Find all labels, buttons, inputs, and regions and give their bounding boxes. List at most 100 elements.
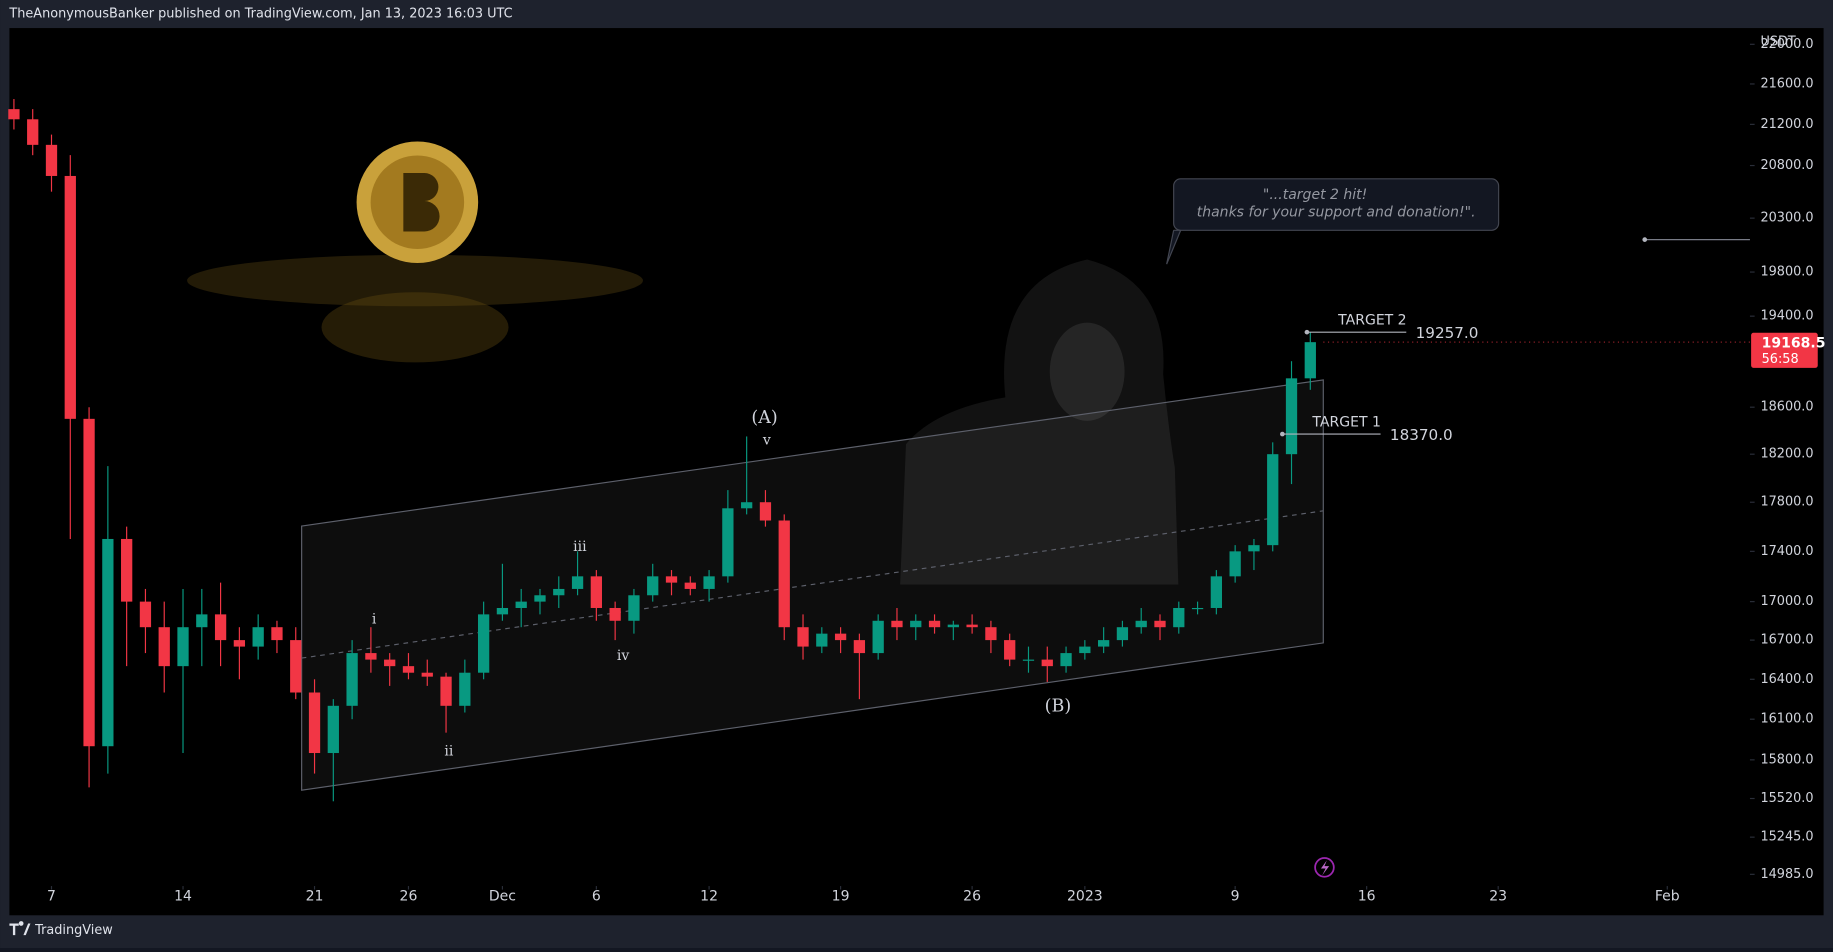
candle-body bbox=[571, 576, 584, 589]
candle-body bbox=[1004, 640, 1016, 660]
target-anchor bbox=[1280, 431, 1285, 437]
footer-logo bbox=[9, 921, 31, 936]
candle-body bbox=[797, 627, 809, 647]
candle-body bbox=[1097, 640, 1110, 647]
candle-body bbox=[121, 538, 133, 602]
target-name: TARGET 1 bbox=[1311, 414, 1380, 430]
candle-body bbox=[8, 109, 20, 120]
bitcoin-image bbox=[187, 141, 643, 363]
candle-body bbox=[947, 624, 959, 628]
candle-body bbox=[1267, 454, 1279, 546]
candle-body bbox=[891, 620, 903, 628]
x-tick-label: 7 bbox=[47, 889, 56, 905]
x-tick-label: 26 bbox=[400, 889, 418, 905]
x-tick-label: 9 bbox=[1231, 889, 1240, 905]
candle-body bbox=[1248, 545, 1260, 552]
y-tick-label: 18600.0 bbox=[1760, 400, 1813, 415]
candle-body bbox=[1191, 607, 1204, 610]
x-tick-label: 19 bbox=[832, 889, 850, 905]
y-tick-label: 15245.0 bbox=[1760, 830, 1813, 845]
candle-body bbox=[966, 624, 978, 628]
candle-body bbox=[853, 640, 866, 654]
candle-body bbox=[665, 576, 678, 583]
y-tick-label: 16400.0 bbox=[1760, 672, 1813, 687]
candle-body bbox=[64, 175, 76, 419]
y-tick-label: 16700.0 bbox=[1760, 633, 1813, 648]
candle-body bbox=[1022, 659, 1035, 661]
y-tick-label: 20300.0 bbox=[1760, 211, 1813, 226]
ray-anchor bbox=[1642, 237, 1648, 242]
x-tick-label: 23 bbox=[1489, 889, 1507, 905]
y-tick-label: 14985.0 bbox=[1760, 867, 1813, 882]
candle-body bbox=[553, 588, 565, 596]
candle-body bbox=[534, 595, 546, 602]
x-tick-label: Feb bbox=[1655, 889, 1680, 905]
candle-body bbox=[252, 627, 264, 647]
y-tick-label: 17000.0 bbox=[1760, 594, 1813, 609]
callout-line: "...target 2 hit! bbox=[1263, 187, 1367, 203]
candle-body bbox=[647, 576, 659, 596]
candle-body bbox=[233, 640, 246, 647]
target-anchor bbox=[1304, 329, 1310, 335]
wave-label: (A) bbox=[751, 408, 777, 428]
candle-body bbox=[910, 620, 922, 628]
candle-body bbox=[440, 676, 452, 706]
footer: TradingView bbox=[9, 921, 113, 938]
candle-body bbox=[1285, 378, 1298, 455]
candle-body bbox=[327, 705, 339, 754]
x-tick-label: 2023 bbox=[1067, 889, 1103, 905]
y-tick-label: 16100.0 bbox=[1760, 712, 1813, 727]
y-tick-label: 15800.0 bbox=[1760, 752, 1813, 767]
candle-body bbox=[496, 607, 509, 615]
candle-body bbox=[346, 653, 358, 706]
x-tick-label: 14 bbox=[174, 889, 192, 905]
candle-body bbox=[477, 614, 490, 673]
candle-body bbox=[1135, 620, 1147, 628]
candle-body bbox=[421, 672, 433, 677]
candle-body bbox=[459, 672, 471, 706]
candle-body bbox=[196, 614, 208, 628]
candle-body bbox=[27, 119, 39, 145]
lightning-icon[interactable] bbox=[1314, 857, 1335, 878]
candle-body bbox=[102, 538, 114, 747]
header-title: TheAnonymousBanker published on TradingV… bbox=[8, 7, 512, 22]
candle-body bbox=[722, 508, 734, 577]
candle-body bbox=[1079, 646, 1091, 654]
candle-body bbox=[928, 620, 941, 628]
candle-body bbox=[778, 520, 790, 628]
candle-body bbox=[1154, 620, 1166, 628]
candle-body bbox=[1060, 653, 1072, 667]
x-tick-label: 16 bbox=[1358, 889, 1376, 905]
target-value: 18370.0 bbox=[1390, 426, 1453, 444]
candle-body bbox=[83, 418, 95, 747]
callout bbox=[1166, 178, 1500, 265]
candle-body bbox=[628, 595, 640, 621]
candle-body bbox=[158, 627, 170, 667]
x-tick-label: 26 bbox=[963, 889, 981, 905]
lightning-glyph bbox=[1320, 860, 1330, 876]
y-tick-label: 19400.0 bbox=[1760, 309, 1813, 324]
last-price: 19168.5 bbox=[1762, 335, 1826, 351]
y-tick-label: 22000.0 bbox=[1760, 37, 1813, 52]
candle-body bbox=[985, 627, 997, 641]
wave-label: v bbox=[762, 433, 771, 449]
candle-body bbox=[834, 633, 847, 641]
hooded-figure bbox=[900, 259, 1179, 585]
y-tick-label: 21600.0 bbox=[1760, 76, 1813, 91]
candle-body bbox=[816, 633, 828, 647]
candle-body bbox=[684, 582, 696, 589]
candle-body bbox=[1210, 576, 1222, 608]
target-value: 19257.0 bbox=[1416, 324, 1479, 342]
target-name: TARGET 2 bbox=[1337, 312, 1406, 328]
y-tick-label: 21200.0 bbox=[1760, 117, 1813, 132]
candle-body bbox=[703, 576, 715, 589]
candle-body bbox=[741, 502, 753, 509]
y-tick-label: 19800.0 bbox=[1760, 265, 1813, 280]
candle-body bbox=[590, 576, 602, 608]
currency-label: USDT bbox=[1760, 35, 1795, 50]
last-price-box bbox=[1751, 332, 1818, 368]
candle-body bbox=[759, 502, 772, 521]
candle-body bbox=[1304, 342, 1316, 379]
wave-label: iii bbox=[573, 539, 587, 555]
